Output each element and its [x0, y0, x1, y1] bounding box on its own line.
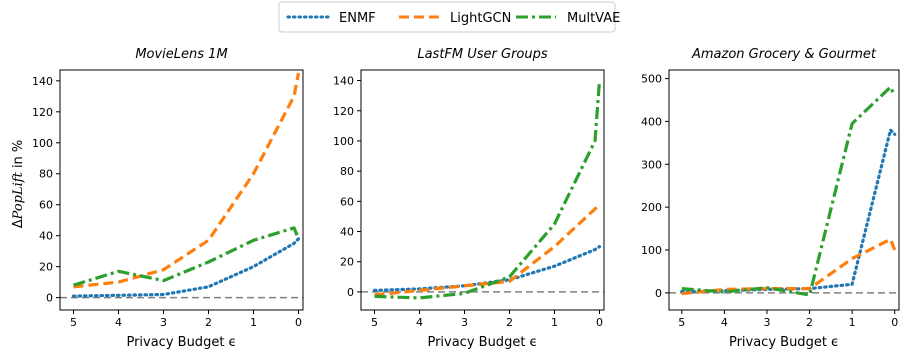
series-line-multvae-movielens [73, 226, 300, 287]
x-tick-label: 0 [596, 316, 603, 329]
x-tick-label: 2 [806, 316, 813, 329]
y-tick-label: 0 [46, 292, 53, 305]
y-tick-label: 500 [641, 73, 662, 86]
y-tick-label: 120 [333, 105, 354, 118]
x-tick-label: 2 [205, 316, 212, 329]
axes-frame-lastfm [360, 69, 605, 311]
y-tick-label: 300 [641, 158, 662, 171]
x-tick-label: 3 [160, 316, 167, 329]
x-tick-label: 1 [551, 316, 558, 329]
legend-frame [278, 1, 616, 33]
series-line-lightgcn-movielens [73, 72, 301, 289]
panel-title-lastfm: LastFM User Groups [417, 47, 548, 62]
y-tick-label: 40 [340, 226, 354, 239]
y-axis-label-unit: in % [11, 140, 26, 172]
legend-label-multvae: MultVAE [567, 11, 620, 26]
y-tick-label: 120 [32, 106, 53, 119]
y-tick-label: 140 [333, 75, 354, 88]
legend-label-enmf: ENMF [339, 11, 376, 26]
series-line-multvae-lastfm [374, 80, 602, 300]
x-tick-label: 2 [506, 316, 513, 329]
x-tick-label: 3 [461, 316, 468, 329]
y-tick-label: 400 [641, 115, 662, 128]
y-tick-label: 0 [655, 287, 662, 300]
y-tick-label: 100 [641, 244, 662, 257]
series-line-lightgcn-lastfm [374, 203, 601, 297]
y-tick-label: 80 [39, 168, 53, 181]
x-axis-label-amazon: Privacy Budget ϵ [729, 335, 839, 350]
y-tick-label: 200 [641, 201, 662, 214]
series-line-lightgcn-amazon [681, 237, 897, 296]
y-tick-label: 0 [347, 286, 354, 299]
x-tick-label: 0 [891, 316, 898, 329]
y-tick-label: 80 [340, 165, 354, 178]
x-tick-label: 4 [721, 316, 728, 329]
y-tick-label: 140 [32, 75, 53, 88]
series-line-multvae-amazon [681, 85, 897, 297]
x-tick-label: 1 [849, 316, 856, 329]
y-tick-label: 100 [333, 135, 354, 148]
axes-frame-movielens [59, 69, 304, 311]
x-axis-label-movielens: Privacy Budget ϵ [126, 335, 236, 350]
panel-title-amazon: Amazon Grocery & Gourmet [691, 47, 877, 62]
x-tick-label: 3 [763, 316, 770, 329]
series-line-enmf-movielens [71, 237, 301, 298]
x-tick-label: 1 [250, 316, 257, 329]
y-axis-label-math: PopLift [11, 171, 26, 220]
y-tick-label: 20 [340, 256, 354, 269]
x-tick-label: 0 [295, 316, 302, 329]
axes-frame-amazon [668, 69, 900, 311]
y-tick-label: 60 [340, 195, 354, 208]
legend: ENMF LightGCN MultVAE [278, 1, 620, 33]
y-axis-label-delta: Δ [11, 219, 26, 228]
x-tick-label: 5 [678, 316, 685, 329]
panel-movielens: MovieLens 1M5 4 3 2 1 0020406080100120140Priv… [32, 47, 304, 350]
y-tick-label: 40 [39, 230, 53, 243]
x-axis-label-lastfm: Privacy Budget ϵ [427, 335, 537, 350]
x-tick-label: 5 [371, 316, 378, 329]
y-tick-label: 100 [32, 137, 53, 150]
x-tick-label: 4 [115, 316, 122, 329]
y-axis-label: ΔPopLift in % [11, 140, 26, 229]
x-tick-label: 4 [416, 316, 423, 329]
y-tick-label: 60 [39, 199, 53, 212]
y-tick-label: 20 [39, 261, 53, 274]
panel-title-movielens: MovieLens 1M [135, 47, 227, 62]
x-tick-label: 5 [70, 316, 77, 329]
series-line-enmf-amazon [680, 128, 897, 294]
legend-label-lightgcn: LightGCN [450, 11, 511, 26]
